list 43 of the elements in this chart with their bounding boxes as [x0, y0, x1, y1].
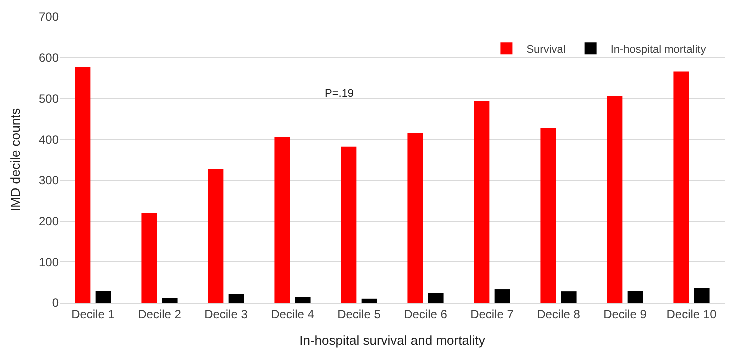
bar — [295, 297, 311, 303]
x-tick-label: Decile 6 — [404, 307, 448, 322]
bar — [341, 146, 357, 303]
x-tick-label: Decile 2 — [138, 307, 182, 322]
y-tick-label: 400 — [38, 132, 60, 147]
annotation: P=.19 — [325, 88, 354, 100]
y-tick-label: 600 — [38, 51, 60, 66]
bar — [561, 292, 577, 303]
x-tick-label: Decile 10 — [666, 307, 718, 322]
bar — [408, 133, 424, 303]
y-axis-title: IMD decile counts — [8, 108, 23, 212]
bar — [428, 293, 444, 303]
bar — [362, 298, 378, 303]
bar — [674, 72, 690, 303]
bar — [474, 101, 490, 303]
y-tick-label: 0 — [52, 296, 60, 310]
y-tick-label: 200 — [38, 214, 60, 228]
bar — [162, 298, 178, 303]
bar — [274, 137, 290, 303]
bar — [208, 169, 224, 303]
bar — [628, 291, 644, 303]
bar — [540, 128, 556, 303]
x-tick-label: Decile 7 — [470, 307, 514, 322]
bar — [75, 67, 91, 303]
x-tick-label: Decile 3 — [204, 307, 248, 322]
x-tick-label: Decile 4 — [271, 307, 315, 322]
x-tick-label: Decile 5 — [338, 307, 382, 322]
bar — [494, 290, 510, 303]
bar — [142, 213, 158, 303]
x-axis-title: In-hospital survival and mortality — [300, 333, 486, 348]
y-tick-label: 500 — [38, 92, 60, 106]
bar — [694, 288, 710, 303]
x-tick-label: Decile 1 — [72, 307, 116, 322]
legend-label: Survival — [526, 44, 566, 56]
bar — [96, 291, 112, 303]
legend-label: In-hospital mortality — [610, 44, 707, 56]
x-tick-label: Decile 8 — [537, 307, 581, 322]
bar — [607, 96, 623, 303]
y-tick-label: 300 — [38, 174, 60, 188]
bar — [228, 294, 244, 303]
y-tick-label: 100 — [38, 255, 60, 270]
x-tick-label: Decile 9 — [604, 307, 648, 322]
y-tick-label: 700 — [38, 10, 60, 24]
